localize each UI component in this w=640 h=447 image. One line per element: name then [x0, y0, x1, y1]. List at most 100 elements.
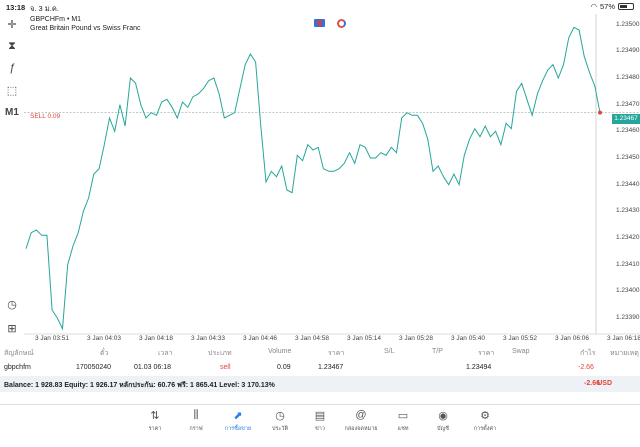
- x-tick-label: 3 Jan 06:18: [607, 335, 640, 342]
- tab-label: กล่องจดหมาย: [344, 426, 378, 432]
- balance-bar: Balance: 1 928.83 Equity: 1 926.17 หลักป…: [0, 376, 640, 392]
- chart-icon: ⫼: [193, 409, 199, 421]
- y-tick-label: 1.23390: [616, 314, 640, 321]
- header-open-price: ราคา: [328, 350, 345, 357]
- quotes-icon: ⇅: [150, 410, 160, 422]
- x-tick-label: 3 Jan 05:52: [503, 335, 537, 342]
- trades-table: สัญลักษณ์ ตั๋ว เวลา ประเภท Volume ราคา S…: [0, 344, 640, 376]
- one-click-trading-icon[interactable]: [314, 19, 325, 27]
- tab-label: การซื้อขาย: [224, 426, 252, 432]
- battery-fill: [620, 5, 627, 8]
- x-tick-label: 3 Jan 04:18: [139, 335, 173, 342]
- price-series-line: [25, 26, 601, 331]
- row-open-price: 1.23467: [318, 364, 344, 371]
- x-tick-label: 3 Jan 03:51: [35, 335, 69, 342]
- tab-label: ประวัติ: [271, 426, 289, 432]
- tab-mailbox[interactable]: @ กล่องจดหมาย: [341, 409, 381, 433]
- chart-description: Great Britain Pound vs Swiss Franc: [30, 25, 141, 32]
- tab-chart[interactable]: ⫼ กราฟ: [176, 409, 216, 433]
- add-order-icon[interactable]: ⊞: [7, 322, 17, 335]
- chart-symbol: GBPCHFm • M1: [30, 16, 82, 23]
- y-tick-label: 1.23460: [616, 127, 640, 135]
- row-ticket: 170050240: [76, 364, 112, 371]
- y-tick-label: 1.23440: [616, 180, 640, 188]
- header-volume: Volume: [268, 348, 292, 355]
- header-tp: T/P: [432, 348, 443, 355]
- chat-icon: ▭: [397, 410, 409, 422]
- tab-label: ราคา: [148, 426, 162, 432]
- x-tick-label: 3 Jan 05:28: [399, 335, 433, 342]
- table-row[interactable]: gbpchfm 170050240 01.03 06:18 sell 0.09 …: [0, 360, 640, 376]
- tab-news[interactable]: ▤ ข่าว: [300, 409, 340, 433]
- currency: USD: [597, 380, 612, 387]
- x-tick-label: 3 Jan 05:14: [347, 335, 381, 342]
- tab-label: บัญชี: [437, 426, 449, 432]
- quick-trade-icon[interactable]: [337, 19, 346, 28]
- x-tick-label: 3 Jan 04:58: [295, 335, 329, 342]
- x-tick-label: 3 Jan 04:03: [87, 335, 121, 342]
- tab-label: ข่าว: [315, 426, 325, 432]
- y-tick-label: 1.23480: [616, 74, 640, 81]
- wifi-icon: ◠: [590, 2, 597, 11]
- current-price-tag: 1.23467: [612, 114, 640, 124]
- header-time: เวลา: [158, 350, 173, 357]
- y-tick-label: 1.23490: [616, 47, 640, 55]
- status-right: ◠ 57%: [590, 2, 634, 11]
- balance-text: Balance: 1 928.83 Equity: 1 926.17 หลักป…: [4, 382, 275, 389]
- last-price-dot: [598, 110, 602, 115]
- row-time: 01.03 06:18: [134, 364, 171, 371]
- battery-percent: 57%: [599, 2, 615, 11]
- row-profit: -2.66: [578, 364, 594, 371]
- tab-label: การตั้งค่า: [473, 426, 497, 432]
- settings-icon: ⚙: [480, 410, 490, 422]
- date: จ. 3 ม.ค.: [30, 4, 59, 13]
- header-type: ประเภท: [208, 350, 232, 357]
- candlestick-icon[interactable]: ⧗: [8, 39, 16, 52]
- trade-icon: ⬈: [233, 410, 243, 422]
- account-icon: ◉: [438, 410, 448, 422]
- history-icon: ◷: [275, 410, 285, 422]
- header-profit: กำไร: [580, 350, 596, 357]
- table-header: สัญลักษณ์ ตั๋ว เวลา ประเภท Volume ราคา S…: [0, 344, 640, 360]
- crosshair-icon[interactable]: ✛: [7, 18, 17, 31]
- bottom-tab-bar: ⇅ ราคา ⫼ กราฟ ⬈ การซื้อขาย ◷ ประวัติ ▤ ข…: [0, 404, 640, 447]
- header-symbol: สัญลักษณ์: [4, 350, 34, 357]
- tab-history[interactable]: ◷ ประวัติ: [260, 409, 300, 433]
- x-tick-label: 3 Jan 05:40: [451, 335, 485, 342]
- tab-label: แชท: [397, 426, 409, 432]
- chart-top-icons: [314, 19, 346, 28]
- timer-icon[interactable]: ◷: [7, 298, 17, 311]
- header-ticket: ตั๋ว: [100, 350, 109, 357]
- y-tick-label: 1.23410: [616, 260, 640, 268]
- mailbox-icon: @: [355, 409, 367, 421]
- chart-plot: [24, 14, 640, 335]
- y-tick-label: 1.23420: [616, 234, 640, 241]
- tab-trade[interactable]: ⬈ การซื้อขาย: [218, 409, 258, 433]
- header-current-price: ราคา: [478, 350, 495, 357]
- row-current-price: 1.23494: [466, 364, 492, 371]
- y-tick-label: 1.23430: [616, 207, 640, 215]
- clock: 13:18: [6, 3, 26, 12]
- y-tick-label: 1.23450: [616, 154, 640, 161]
- row-symbol: gbpchfm: [4, 364, 31, 371]
- x-tick-label: 3 Jan 04:46: [243, 335, 277, 342]
- news-icon: ▤: [314, 410, 326, 422]
- timeframe-button[interactable]: M1: [5, 106, 19, 118]
- x-tick-label: 3 Jan 06:06: [555, 335, 589, 342]
- objects-icon[interactable]: ⬚: [6, 84, 18, 97]
- row-type: sell: [220, 364, 231, 371]
- price-chart[interactable]: GBPCHFm • M1 Great Britain Pound vs Swis…: [24, 14, 640, 342]
- header-swap: Swap: [512, 348, 530, 355]
- indicator-icon[interactable]: ƒ: [8, 62, 16, 74]
- tab-quotes[interactable]: ⇅ ราคา: [135, 409, 175, 433]
- tab-settings[interactable]: ⚙ การตั้งค่า: [465, 409, 505, 433]
- tab-account[interactable]: ◉ บัญชี: [423, 409, 463, 433]
- total-profit: -2.66: [584, 380, 600, 387]
- battery-icon: [618, 3, 634, 10]
- tab-chat[interactable]: ▭ แชท: [383, 409, 423, 433]
- header-comment: หมายเหตุ: [610, 350, 639, 357]
- status-bar: 13:18 จ. 3 ม.ค. ◠ 57%: [0, 0, 640, 14]
- sell-line-label: SELL 0.09: [30, 113, 61, 120]
- y-tick-label: 1.23470: [616, 100, 640, 108]
- tab-label: กราฟ: [189, 426, 203, 432]
